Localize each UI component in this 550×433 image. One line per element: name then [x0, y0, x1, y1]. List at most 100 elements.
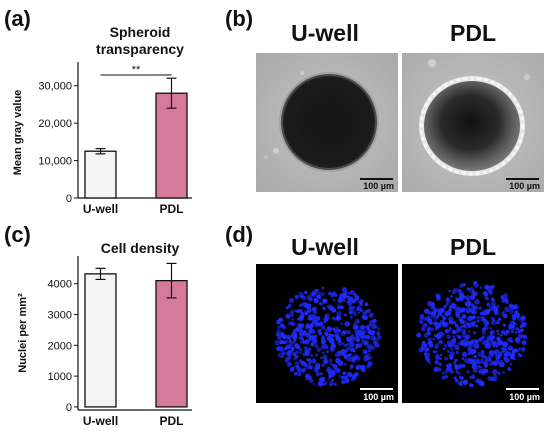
nucleus-dot [315, 353, 319, 357]
nucleus-dot [517, 347, 522, 351]
nucleus-dot [318, 377, 324, 383]
nucleus-dot [333, 328, 337, 333]
nucleus-dot [420, 343, 427, 350]
nucleus-dot [374, 338, 379, 342]
nucleus-dot [360, 335, 365, 340]
nucleus-dot [443, 344, 448, 348]
nucleus-dot [467, 322, 471, 326]
chart-c-bar-pdl [155, 279, 188, 408]
nucleus-dot [368, 349, 371, 353]
nucleus-dot [294, 295, 298, 299]
nucleus-dot [472, 321, 476, 325]
nucleus-dot [312, 382, 315, 386]
uwell-nuclei-scalebar-label: 100 µm [363, 392, 394, 402]
nucleus-dot [455, 350, 459, 354]
nucleus-dot [285, 334, 292, 340]
nucleus-dot [482, 372, 486, 375]
nucleus-dot [421, 340, 426, 346]
nucleus-dot [500, 295, 505, 299]
nucleus-dot [509, 320, 516, 326]
nucleus-dot [342, 371, 346, 375]
nucleus-dot [345, 343, 349, 346]
nucleus-dot [473, 282, 479, 288]
nucleus-dot [489, 326, 493, 330]
nucleus-dot [331, 292, 336, 296]
nucleus-dot [298, 336, 302, 340]
nucleus-dot [297, 323, 302, 328]
nucleus-dot [449, 351, 455, 357]
nucleus-dot [284, 360, 288, 363]
nucleus-dot [472, 367, 478, 373]
nucleus-dot [289, 298, 295, 304]
nucleus-dot [304, 339, 310, 345]
nucleus-dot [465, 301, 472, 307]
nucleus-dot [312, 321, 315, 325]
nucleus-dot [287, 305, 291, 309]
nucleus-dot [452, 361, 457, 365]
nucleus-dot [335, 315, 341, 321]
nucleus-dot [303, 310, 309, 316]
nucleus-dot [481, 331, 486, 336]
nucleus-dot [376, 331, 381, 336]
nucleus-dot [344, 321, 350, 327]
nucleus-dot [363, 329, 367, 334]
nucleus-dot [327, 291, 332, 296]
nucleus-dot [459, 309, 463, 314]
nucleus-dot [496, 329, 500, 333]
nucleus-dot [277, 345, 282, 351]
nucleus-dot [508, 309, 514, 314]
nucleus-dot [298, 291, 304, 297]
nucleus-dot [438, 368, 442, 371]
nucleus-dot [476, 364, 481, 369]
nucleus-dot [323, 376, 326, 380]
nucleus-dot [332, 317, 337, 321]
nucleus-dot [433, 366, 439, 373]
nucleus-dot [320, 356, 323, 359]
nucleus-dot [284, 339, 289, 344]
nucleus-dot [361, 310, 367, 316]
nucleus-dot [321, 286, 325, 290]
nucleus-dot [522, 321, 528, 327]
nucleus-dot [350, 290, 353, 294]
nucleus-dot [426, 331, 431, 335]
nucleus-dot [438, 312, 443, 317]
nucleus-dot [515, 310, 519, 313]
nucleus-dot [337, 360, 344, 366]
nucleus-dot [319, 372, 323, 376]
nucleus-dot [293, 356, 297, 361]
nucleus-dot [447, 350, 450, 353]
nucleus-dot [444, 374, 449, 379]
nucleus-dot [458, 363, 464, 369]
nucleus-dot [503, 353, 507, 356]
nucleus-dot [320, 325, 326, 330]
nucleus-dot [313, 298, 319, 304]
chart-a-ytick-label: 10,000 [38, 156, 72, 168]
nucleus-dot [454, 297, 458, 301]
nucleus-dot [326, 326, 331, 330]
nucleus-dot [441, 315, 445, 319]
nucleus-dot [454, 363, 458, 367]
nucleus-dot [515, 349, 519, 353]
chart-c-title-line: Cell density [101, 240, 180, 256]
nucleus-dot [466, 358, 473, 364]
nucleus-dot [466, 370, 470, 374]
nucleus-dot [473, 355, 477, 359]
nucleus-dot [483, 361, 489, 367]
chart-a-bar-u-well [84, 150, 117, 199]
nucleus-dot [426, 300, 433, 307]
nucleus-dot [308, 315, 314, 321]
nucleus-dot [485, 358, 489, 362]
nucleus-dot [476, 319, 480, 323]
nucleus-dot [454, 323, 459, 328]
nucleus-dot [329, 383, 333, 387]
nucleus-dot [457, 335, 462, 340]
nucleus-dot [491, 360, 496, 365]
nucleus-dot [356, 329, 359, 333]
nucleus-dot [474, 378, 480, 384]
nucleus-dot [335, 335, 341, 342]
nucleus-dot [320, 344, 326, 350]
chart-c-ytick-label: 3000 [48, 310, 72, 322]
nucleus-dot [315, 372, 320, 377]
nucleus-dot [309, 353, 313, 357]
nucleus-dot [315, 365, 320, 370]
